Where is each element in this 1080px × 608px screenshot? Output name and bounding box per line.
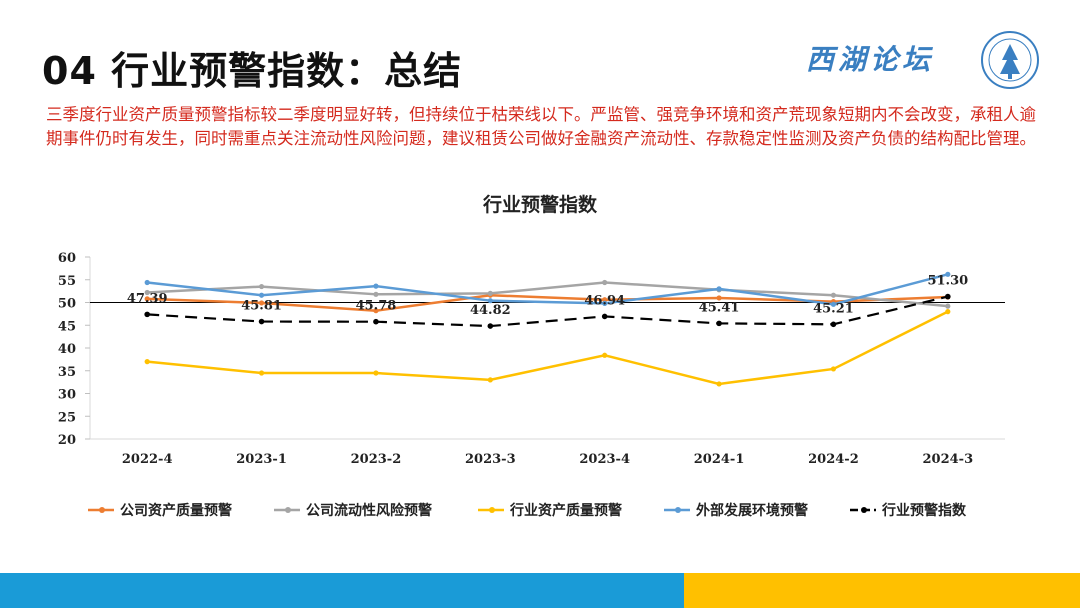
y-tick-label: 55 <box>58 274 76 289</box>
page-title: 04 行业预警指数：总结 <box>42 49 463 93</box>
series-point-2 <box>373 291 379 297</box>
series-point-4 <box>258 292 265 298</box>
series-point-5 <box>716 320 722 327</box>
series-line-2 <box>147 281 948 308</box>
x-tick-label: 2023-2 <box>351 452 402 467</box>
legend-swatch <box>88 507 114 513</box>
legend-label: 公司流动性风险预警 <box>306 503 432 519</box>
y-tick-label: 40 <box>58 342 76 357</box>
series-point-2 <box>945 303 951 309</box>
legend-item: 公司流动性风险预警 <box>274 500 432 520</box>
legend-swatch <box>850 507 876 513</box>
series-line-4 <box>147 273 949 306</box>
legend-item: 行业资产质量预警 <box>478 500 622 520</box>
footer-bar-yellow <box>684 573 1080 608</box>
series-point-4 <box>373 283 379 289</box>
series-point-1 <box>258 300 265 306</box>
series-point-3 <box>945 309 951 315</box>
y-tick-label: 60 <box>58 251 76 266</box>
series-point-3 <box>144 359 150 365</box>
x-tick-label: 2022-4 <box>122 452 173 467</box>
data-label: 51.30 <box>927 274 968 289</box>
line-chart: 20 25 30 35 40 45 50 55 60 2022-4 2023-1 2023-2 2023… <box>58 251 1005 467</box>
series-point-5 <box>258 318 265 325</box>
x-tick-label: 2023-4 <box>579 452 630 467</box>
chart-title: 行业预警指数 <box>482 194 597 216</box>
series-point-1 <box>144 296 150 302</box>
series-point-4 <box>716 286 722 292</box>
series-point-4 <box>945 271 951 277</box>
series-point-5 <box>487 323 494 329</box>
data-label: 45.21 <box>813 301 854 316</box>
series-point-5 <box>830 321 837 328</box>
legend-item: 外部发展环境预警 <box>664 500 808 520</box>
forum-logo-icon <box>981 31 1039 89</box>
series-point-4 <box>144 279 150 286</box>
series-point-2 <box>602 279 608 286</box>
series-line-5 <box>147 295 949 328</box>
legend-swatch <box>478 507 504 513</box>
x-tick-label: 2023-1 <box>236 452 287 467</box>
y-tick-label: 30 <box>58 388 76 403</box>
y-tick-label: 45 <box>58 319 76 334</box>
data-label: 45.41 <box>699 300 740 315</box>
legend-swatch <box>274 507 300 513</box>
series-point-3 <box>487 377 493 383</box>
x-tick-label: 2023-3 <box>465 452 516 467</box>
brand-name: 西湖论坛 <box>806 43 935 76</box>
data-label: 45.78 <box>356 299 397 314</box>
series-point-4 <box>602 300 608 307</box>
series-point-2 <box>830 292 837 298</box>
series-point-2 <box>487 290 493 296</box>
legend-label: 公司资产质量预警 <box>120 503 232 519</box>
x-tick-label: 2024-2 <box>808 452 859 467</box>
y-tick-label: 35 <box>58 365 76 380</box>
data-label: 45.81 <box>241 299 282 314</box>
data-label: 46.94 <box>584 293 625 308</box>
legend-label: 行业资产质量预警 <box>510 503 622 519</box>
series-point-4 <box>830 301 837 307</box>
series-point-3 <box>830 366 837 372</box>
series-point-1 <box>373 308 379 314</box>
series-line-3 <box>147 310 949 386</box>
footer-bar-blue <box>0 573 684 608</box>
series-point-3 <box>716 381 722 387</box>
legend-item: 行业预警指数 <box>850 500 966 520</box>
x-tick-label: 2024-1 <box>694 452 745 467</box>
series-point-3 <box>373 370 379 376</box>
x-tick-label: 2024-3 <box>923 452 974 467</box>
series-point-2 <box>144 289 150 296</box>
series-point-5 <box>945 293 951 300</box>
series-point-5 <box>601 313 608 320</box>
summary-text: 三季度行业资产质量预警指标较二季度明显好转，但持续位于枯荣线以下。严监管、强竞争… <box>46 105 1036 148</box>
series-point-1 <box>716 295 722 301</box>
legend-label: 外部发展环境预警 <box>696 503 808 519</box>
data-label: 44.82 <box>470 303 511 318</box>
series-point-5 <box>373 318 379 325</box>
series-point-2 <box>258 283 265 290</box>
legend-item: 公司资产质量预警 <box>88 500 232 520</box>
y-tick-label: 25 <box>58 410 76 425</box>
series-point-1 <box>602 297 608 303</box>
legend-swatch <box>664 507 690 513</box>
legend-label: 行业预警指数 <box>882 503 966 519</box>
series-point-5 <box>144 311 150 318</box>
series-point-3 <box>602 352 608 358</box>
chart-legend: 公司资产质量预警 公司流动性风险预警 行业资产质量预警 外部发展环境预警 行业预警指数 <box>0 500 1080 524</box>
y-tick-label: 20 <box>58 433 76 448</box>
data-label: 47.39 <box>127 291 168 306</box>
series-point-4 <box>487 298 493 304</box>
y-tick-label: 50 <box>58 297 76 312</box>
series-point-3 <box>258 370 265 376</box>
